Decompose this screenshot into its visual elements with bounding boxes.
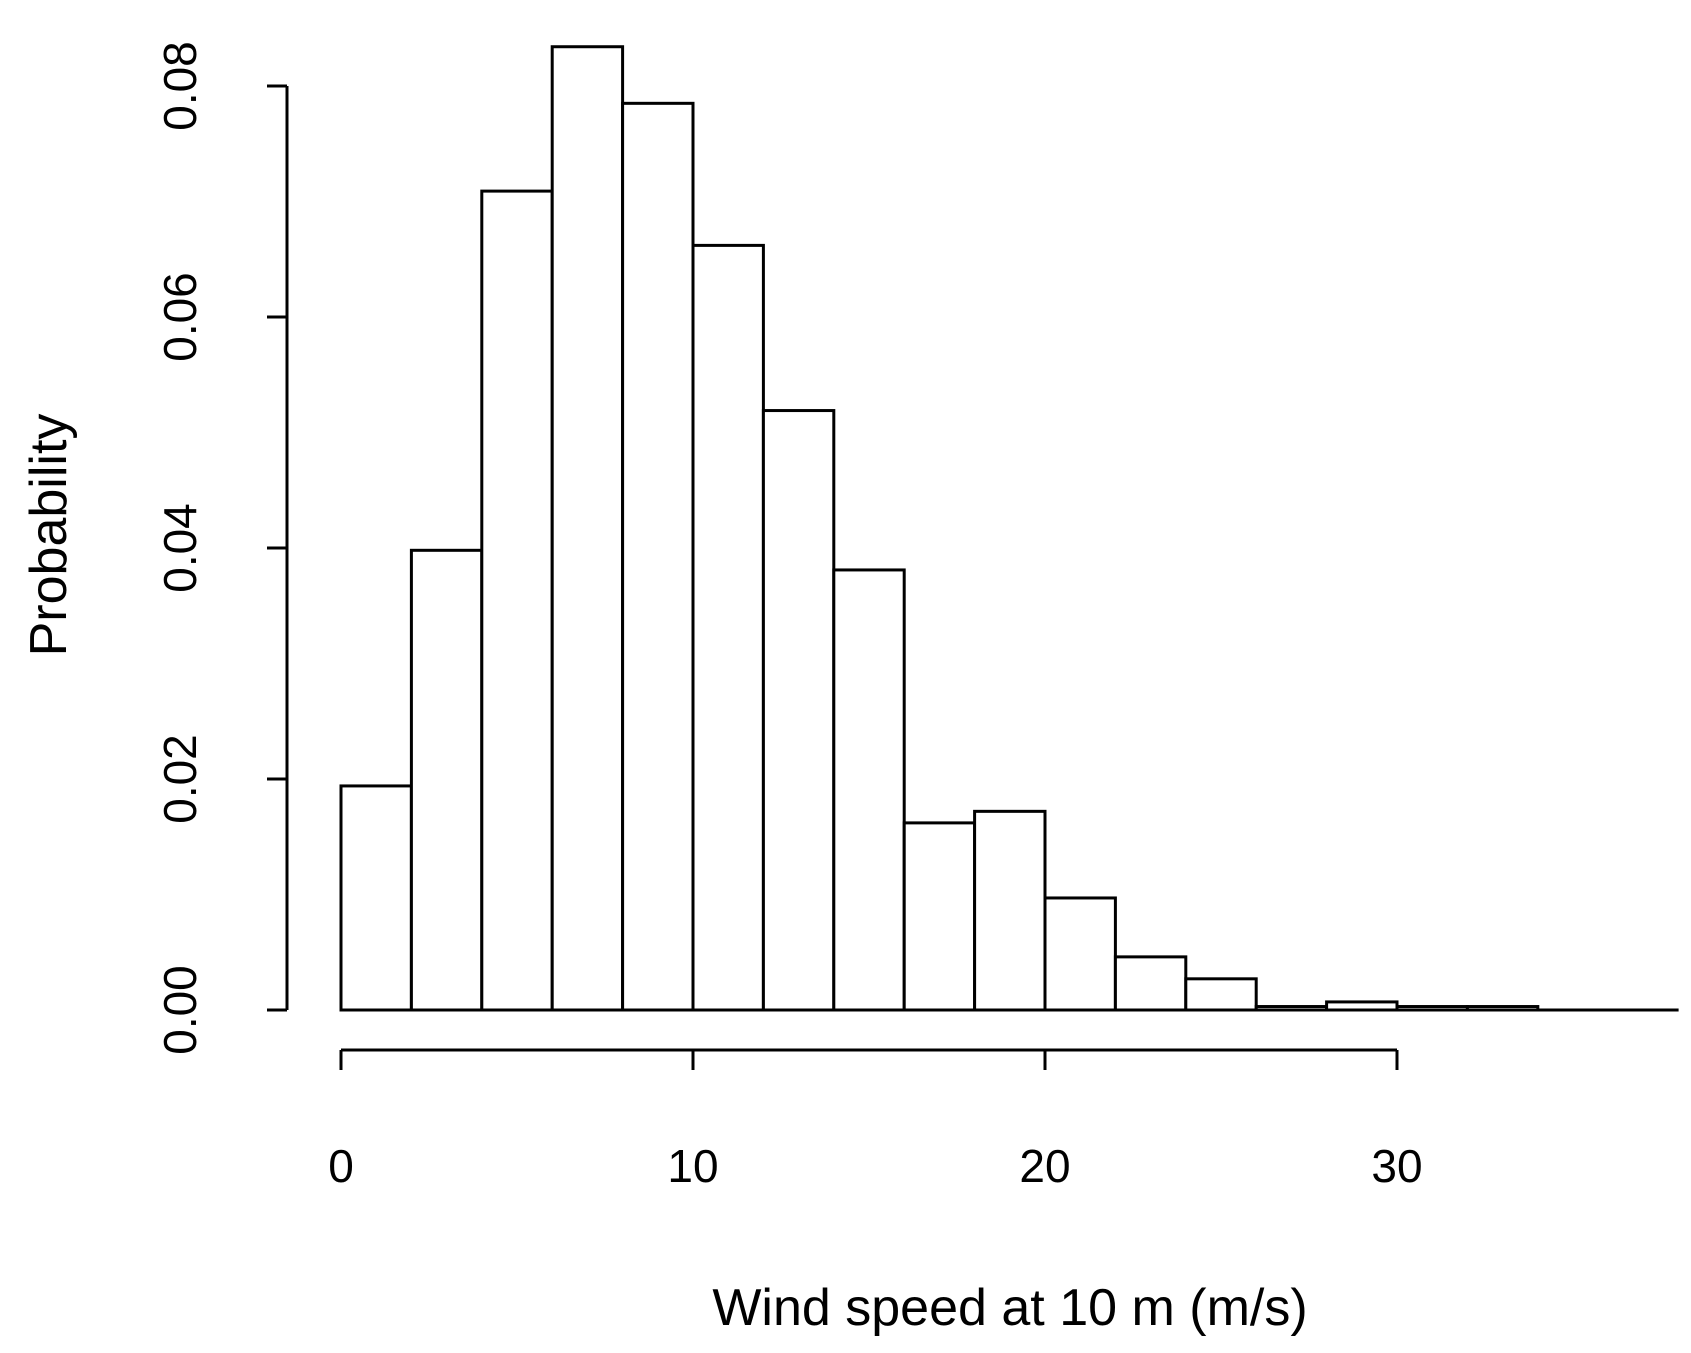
x-tick-label: 10 (667, 1140, 718, 1192)
histogram-bar (339, 784, 413, 1012)
x-axis: 0 10 20 30 (328, 1048, 1423, 1192)
x-axis-title: Wind speed at 10 m (m/s) (712, 1279, 1307, 1337)
histogram-bar (1113, 955, 1188, 1012)
y-tick-label: 0.02 (154, 734, 206, 824)
histogram-bar (550, 45, 625, 1012)
histogram-bar (832, 568, 906, 1012)
histogram-bar (973, 809, 1047, 1012)
histogram-bars (339, 45, 1540, 1012)
y-tick-label: 0.00 (154, 965, 206, 1055)
y-tick-label: 0.08 (154, 41, 206, 131)
x-tick-label: 20 (1019, 1140, 1070, 1192)
histogram-bar (621, 101, 695, 1012)
histogram-bar (691, 243, 765, 1012)
x-tick-label: 30 (1371, 1140, 1422, 1192)
y-axis: 0.00 0.02 0.04 0.06 0.08 (154, 41, 289, 1055)
y-axis-title: Probability (20, 414, 78, 657)
y-tick-label: 0.04 (154, 503, 206, 593)
y-tick-label: 0.06 (154, 272, 206, 362)
histogram-bar (902, 821, 977, 1012)
histogram-bar (1184, 977, 1258, 1012)
histogram-bar (480, 189, 554, 1012)
histogram-bar (761, 409, 836, 1012)
histogram-bar (409, 548, 484, 1012)
x-tick-label: 0 (328, 1140, 354, 1192)
histogram-bar (1043, 896, 1117, 1012)
